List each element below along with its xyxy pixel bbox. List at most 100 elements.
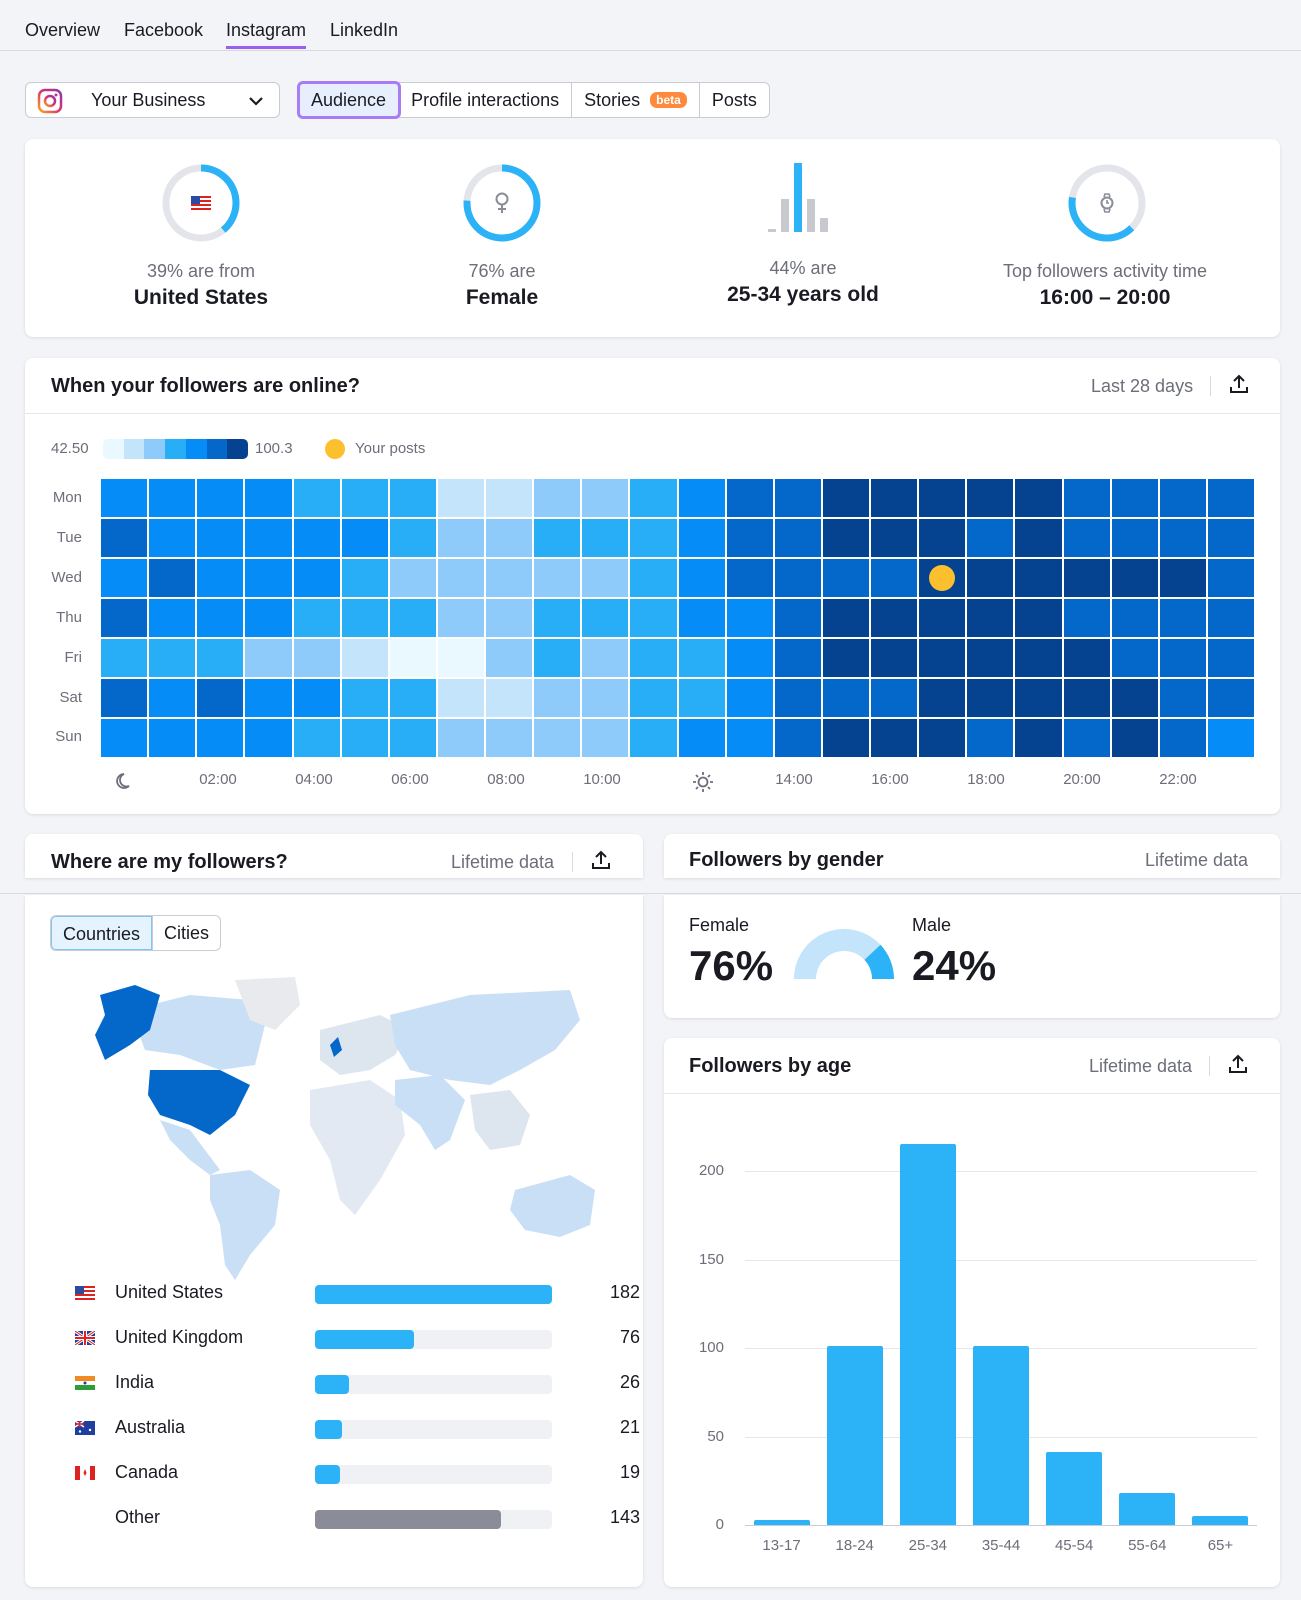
heatmap-cell[interactable] [389, 599, 436, 637]
heatmap-cell[interactable] [1207, 559, 1254, 597]
online-range-label[interactable]: Last 28 days [1091, 376, 1194, 396]
age-bar[interactable] [826, 1346, 883, 1525]
heatmap-cell[interactable] [437, 639, 484, 677]
heatmap-cell[interactable] [1159, 639, 1206, 677]
heatmap-cell[interactable] [726, 599, 773, 637]
heatmap-cell[interactable] [341, 639, 388, 677]
heatmap-cell[interactable] [1159, 599, 1206, 637]
heatmap-cell[interactable] [101, 599, 148, 637]
heatmap-cell[interactable] [149, 519, 196, 557]
heatmap-cell[interactable] [967, 559, 1014, 597]
heatmap-cell[interactable] [101, 519, 148, 557]
heatmap-cell[interactable] [389, 639, 436, 677]
heatmap-cell[interactable] [871, 639, 918, 677]
heatmap-cell[interactable] [197, 479, 244, 517]
heatmap-cell[interactable] [1159, 679, 1206, 717]
heatmap-cell[interactable] [1063, 639, 1110, 677]
heatmap-cell[interactable] [822, 639, 869, 677]
heatmap-cell[interactable] [774, 679, 821, 717]
heatmap-cell[interactable] [822, 719, 869, 757]
heatmap-cell[interactable] [871, 559, 918, 597]
heatmap-cell[interactable] [197, 559, 244, 597]
heatmap-cell[interactable] [678, 479, 725, 517]
heatmap-cell[interactable] [1063, 559, 1110, 597]
heatmap-cell[interactable] [774, 559, 821, 597]
heatmap-cell[interactable] [871, 599, 918, 637]
heatmap-cell[interactable] [245, 719, 292, 757]
heatmap-cell[interactable] [1111, 679, 1158, 717]
heatmap-cell[interactable] [630, 599, 677, 637]
heatmap-cell[interactable] [726, 479, 773, 517]
your-post-marker[interactable] [929, 565, 956, 591]
heatmap-cell[interactable] [389, 479, 436, 517]
business-select[interactable]: Your Business [25, 82, 280, 118]
heatmap-cell[interactable] [1015, 599, 1062, 637]
heatmap-cell[interactable] [919, 519, 966, 557]
heatmap-cell[interactable] [149, 679, 196, 717]
heatmap-cell[interactable] [678, 599, 725, 637]
heatmap-cell[interactable] [967, 599, 1014, 637]
heatmap-cell[interactable] [822, 599, 869, 637]
heatmap-cell[interactable] [245, 559, 292, 597]
heatmap-cell[interactable] [1063, 599, 1110, 637]
heatmap-cell[interactable] [726, 679, 773, 717]
heatmap-cell[interactable] [582, 559, 629, 597]
heatmap-cell[interactable] [1063, 479, 1110, 517]
heatmap-cell[interactable] [341, 599, 388, 637]
heatmap-cell[interactable] [822, 479, 869, 517]
subtab-stories[interactable]: Stories beta [572, 83, 700, 117]
age-bar[interactable] [1119, 1493, 1176, 1525]
heatmap-cell[interactable] [774, 479, 821, 517]
heatmap-cell[interactable] [197, 719, 244, 757]
heatmap-cell[interactable] [1015, 719, 1062, 757]
heatmap-cell[interactable] [1207, 639, 1254, 677]
heatmap-cell[interactable] [534, 599, 581, 637]
heatmap-cell[interactable] [1111, 719, 1158, 757]
toggle-countries[interactable]: Countries [51, 916, 153, 950]
heatmap-cell[interactable] [245, 599, 292, 637]
heatmap-cell[interactable] [919, 679, 966, 717]
heatmap-cell[interactable] [967, 679, 1014, 717]
tab-facebook[interactable]: Facebook [124, 20, 204, 40]
heatmap-cell[interactable] [534, 559, 581, 597]
heatmap-cell[interactable] [1111, 599, 1158, 637]
heatmap-cell[interactable] [101, 719, 148, 757]
heatmap-cell[interactable] [919, 599, 966, 637]
heatmap-cell[interactable] [822, 679, 869, 717]
heatmap-cell[interactable] [149, 599, 196, 637]
heatmap-cell[interactable] [486, 639, 533, 677]
heatmap-cell[interactable] [149, 479, 196, 517]
heatmap-cell[interactable] [871, 519, 918, 557]
heatmap-cell[interactable] [582, 639, 629, 677]
heatmap-cell[interactable] [678, 519, 725, 557]
heatmap-cell[interactable] [293, 599, 340, 637]
heatmap-cell[interactable] [1207, 719, 1254, 757]
age-bar[interactable] [973, 1346, 1029, 1525]
heatmap-cell[interactable] [486, 519, 533, 557]
heatmap-cell[interactable] [1015, 479, 1062, 517]
heatmap-cell[interactable] [245, 679, 292, 717]
heatmap-cell[interactable] [726, 559, 773, 597]
heatmap-cell[interactable] [582, 679, 629, 717]
heatmap-cell[interactable] [389, 719, 436, 757]
heatmap-cell[interactable] [437, 719, 484, 757]
heatmap-cell[interactable] [437, 599, 484, 637]
heatmap-cell[interactable] [630, 559, 677, 597]
heatmap-cell[interactable] [1111, 519, 1158, 557]
heatmap-cell[interactable] [967, 519, 1014, 557]
heatmap-cell[interactable] [486, 719, 533, 757]
heatmap-cell[interactable] [101, 639, 148, 677]
heatmap-cell[interactable] [967, 639, 1014, 677]
heatmap-cell[interactable] [1159, 519, 1206, 557]
heatmap-cell[interactable] [149, 559, 196, 597]
heatmap-cell[interactable] [101, 679, 148, 717]
heatmap-cell[interactable] [197, 519, 244, 557]
heatmap-cell[interactable] [101, 479, 148, 517]
heatmap-cell[interactable] [437, 559, 484, 597]
heatmap-cell[interactable] [341, 479, 388, 517]
export-icon[interactable] [1229, 373, 1249, 395]
heatmap-cell[interactable] [245, 639, 292, 677]
heatmap-cell[interactable] [341, 559, 388, 597]
heatmap-cell[interactable] [437, 519, 484, 557]
heatmap-cell[interactable] [437, 679, 484, 717]
